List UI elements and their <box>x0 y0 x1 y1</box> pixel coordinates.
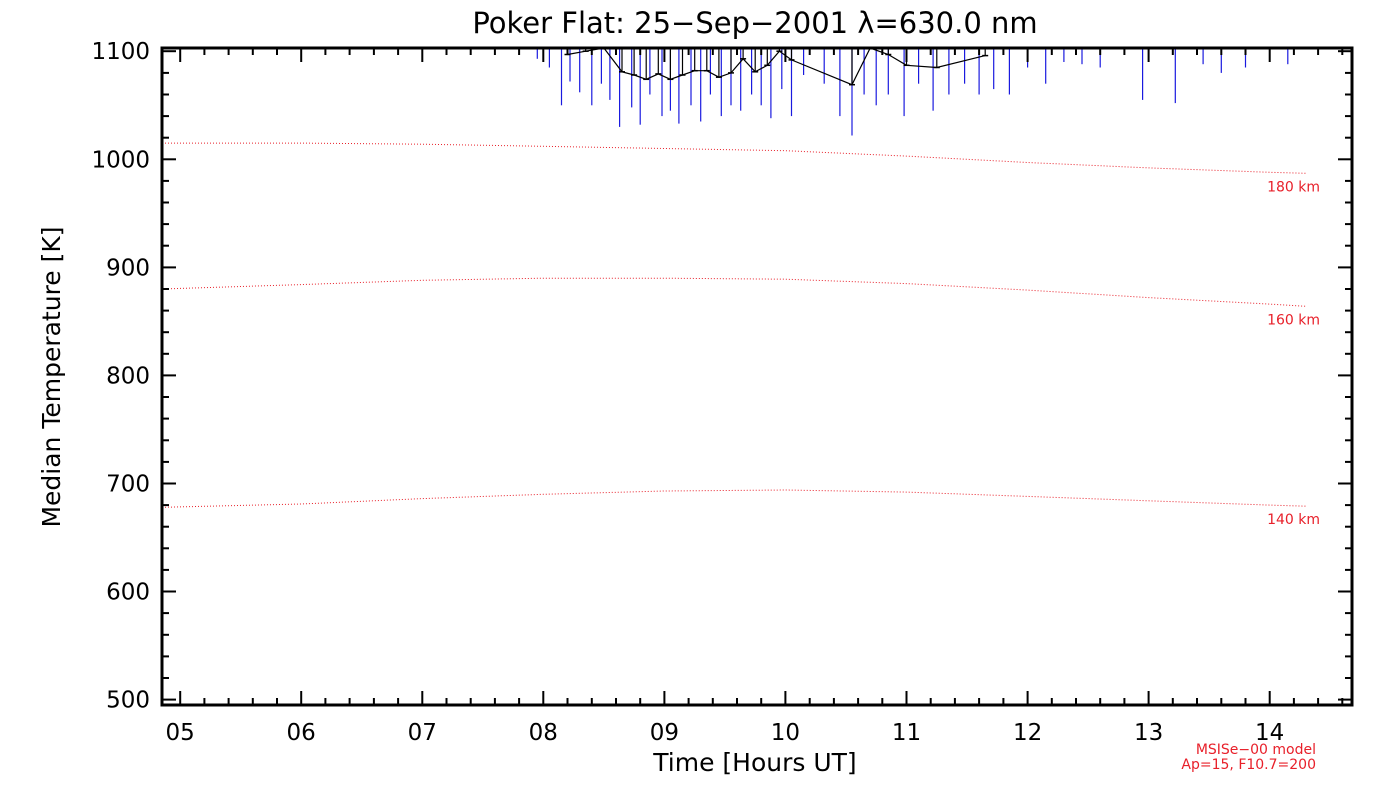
x-tick-label: 08 <box>529 720 558 746</box>
x-tick-label: 09 <box>650 720 679 746</box>
error-bars <box>536 48 1289 136</box>
model-parameters-annotation: Ap=15, F10.7=200 <box>1181 757 1316 773</box>
y-tick-label: 500 <box>106 688 150 714</box>
model-lines: 180 km 160 km 140 km <box>161 142 1320 528</box>
y-tick-label: 1100 <box>91 39 150 65</box>
x-tick-label: 12 <box>1013 720 1042 746</box>
y-tick-label: 600 <box>106 580 150 606</box>
measured-line <box>567 47 986 86</box>
model-annotation: MSISe−00 model <box>1196 742 1316 758</box>
chart-title: Poker Flat: 25−Sep−2001 λ=630.0 nm <box>472 6 1037 40</box>
y-tick-label: 800 <box>106 363 150 389</box>
plot-frame <box>160 46 1354 707</box>
y-tick-label: 900 <box>106 255 150 281</box>
y-axis-label: Median Temperature [K] <box>37 226 66 527</box>
x-axis-label: Time [Hours UT] <box>652 748 856 777</box>
model-line-0 <box>162 142 1307 174</box>
x-tick-label: 10 <box>771 720 800 746</box>
x-tick-label: 13 <box>1134 720 1163 746</box>
x-tick-label: 14 <box>1255 720 1284 746</box>
x-tick-labels: 05 06 07 08 09 10 11 12 13 14 <box>166 720 1285 746</box>
x-tick-label: 06 <box>287 720 316 746</box>
model-line-label-0: 180 km <box>1267 179 1320 195</box>
y-tick-label: 1000 <box>91 147 150 173</box>
y-tick-label: 700 <box>106 472 150 498</box>
y-tick-labels: 500 600 700 800 900 1000 1100 <box>91 39 150 713</box>
measured-series <box>564 47 989 86</box>
x-tick-label: 05 <box>166 720 195 746</box>
model-line-2 <box>161 489 1307 508</box>
x-tick-label: 11 <box>892 720 921 746</box>
axis-ticks <box>162 48 1352 705</box>
model-line-label-2: 140 km <box>1267 512 1320 528</box>
model-line-label-1: 160 km <box>1267 312 1320 328</box>
x-tick-label: 07 <box>408 720 437 746</box>
model-line-1 <box>161 277 1307 307</box>
